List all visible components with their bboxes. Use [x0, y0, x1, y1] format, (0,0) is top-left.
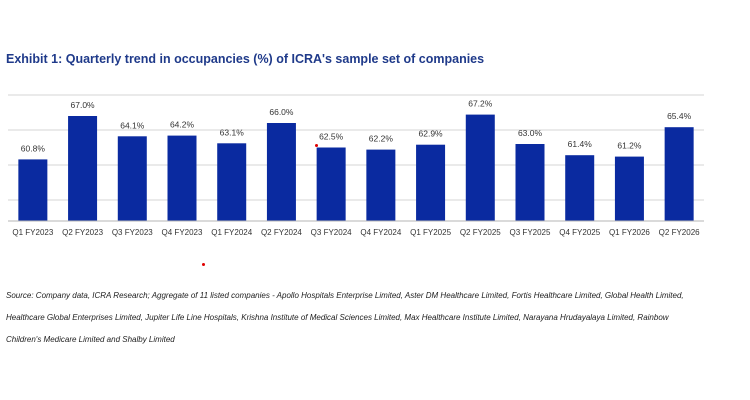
chart-title: Exhibit 1: Quarterly trend in occupancie…: [6, 52, 485, 66]
data-label: 60.8%: [21, 143, 46, 153]
x-tick-label: Q2 FY2026: [659, 228, 700, 237]
bar: [515, 144, 545, 221]
source-line: Healthcare Global Enterprises Limited, J…: [6, 313, 669, 322]
data-labels: 60.8% 67.0% 64.1% 64.2% 63.1% 66.0% 62.5% 62.2%…: [21, 99, 692, 154]
x-tick-label: Q4 FY2025: [559, 228, 600, 237]
bar: [68, 116, 98, 221]
x-tick-label: Q1 FY2025: [410, 228, 451, 237]
x-tick-label: Q1 FY2026: [609, 228, 650, 237]
x-tick-label: Q3 FY2025: [510, 228, 551, 237]
data-label: 62.5%: [319, 132, 344, 142]
grid-lines: [8, 94, 704, 201]
data-label: 64.2%: [170, 120, 195, 130]
bar: [117, 136, 147, 221]
bars: [18, 114, 694, 221]
data-label: 62.9%: [419, 129, 444, 139]
red-marker-dot: [202, 263, 205, 266]
bar: [18, 159, 48, 221]
x-tick-labels: Q1 FY2023 Q2 FY2023 Q3 FY2023 Q4 FY2023 Q1 F…: [12, 228, 700, 237]
bar: [614, 156, 644, 221]
x-tick-label: Q4 FY2024: [360, 228, 401, 237]
x-tick-label: Q4 FY2023: [162, 228, 203, 237]
bar: [465, 114, 495, 221]
data-label: 67.0%: [71, 100, 96, 110]
x-tick-label: Q1 FY2023: [12, 228, 53, 237]
data-label: 65.4%: [667, 111, 692, 121]
source-line: Source: Company data, ICRA Research; Agg…: [6, 291, 684, 300]
source-line: Children's Medicare Limited and Shalby L…: [6, 335, 175, 344]
x-tick-label: Q3 FY2023: [112, 228, 153, 237]
bar: [167, 135, 197, 221]
bar: [266, 123, 296, 221]
data-label: 64.1%: [120, 120, 145, 130]
bar: [664, 127, 694, 221]
x-tick-label: Q3 FY2024: [311, 228, 352, 237]
bar: [565, 155, 595, 221]
data-label: 63.1%: [220, 127, 245, 137]
data-label: 61.2%: [617, 141, 642, 151]
data-label: 66.0%: [269, 107, 294, 117]
x-tick-label: Q1 FY2024: [211, 228, 252, 237]
data-label: 63.0%: [518, 128, 543, 138]
bar: [416, 144, 446, 221]
bar: [217, 143, 247, 221]
data-label: 61.4%: [568, 139, 593, 149]
data-label: 62.2%: [369, 134, 394, 144]
source-note: Source: Company data, ICRA Research; Agg…: [6, 285, 718, 351]
data-label: 67.2%: [468, 99, 493, 109]
red-marker-dot: [315, 144, 318, 147]
bar: [366, 149, 396, 221]
x-tick-label: Q2 FY2024: [261, 228, 302, 237]
x-tick-label: Q2 FY2025: [460, 228, 501, 237]
x-tick-label: Q2 FY2023: [62, 228, 103, 237]
bar: [316, 147, 346, 221]
